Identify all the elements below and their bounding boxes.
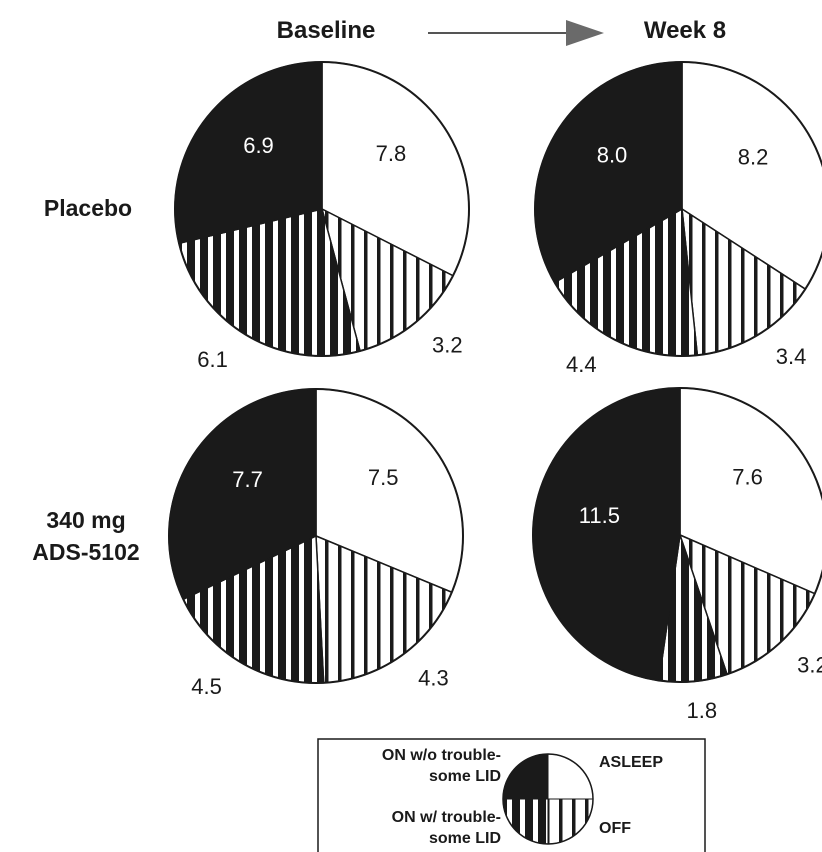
- pie-placebo-baseline: 7.8 3.2 6.1 6.9: [174, 61, 470, 372]
- pie-ads5102-week8-label-on-with-lid: 1.8: [687, 698, 718, 723]
- row-label-drug-line1: 340 mg: [46, 507, 125, 533]
- pie-ads5102-baseline-label-on-with-lid: 4.5: [191, 674, 222, 699]
- pie-ads5102-week8-label-asleep: 7.6: [732, 465, 763, 490]
- legend-pie-outline: [502, 753, 594, 845]
- pie-placebo-baseline-label-on-with-lid: 6.1: [197, 347, 228, 372]
- pie-ads5102-week8-outline: [532, 387, 822, 683]
- pies-group: 7.8 3.2 6.1 6.9 8.2 3.4 4.4 8.0 7.5 4.3 4.5 7.7 7.6 3…: [168, 61, 822, 723]
- legend-label-on-without-lid-line1: ON w/o trouble-: [382, 747, 501, 764]
- legend-label-on-with-lid-line1: ON w/ trouble-: [392, 809, 501, 826]
- pie-placebo-week8: 8.2 3.4 4.4 8.0: [534, 61, 822, 377]
- pie-ads5102-week8-slice-on-without-lid: [532, 387, 681, 682]
- pie-placebo-week8-label-asleep: 8.2: [738, 144, 769, 169]
- row-label-placebo: Placebo: [44, 195, 132, 221]
- pie-placebo-week8-label-on-without-lid: 8.0: [597, 143, 628, 168]
- pie-ads5102-baseline-label-off: 4.3: [418, 666, 449, 691]
- row-label-drug-line2: ADS-5102: [32, 539, 139, 565]
- arrow-icon: [428, 20, 604, 46]
- pie-placebo-baseline-label-on-without-lid: 6.9: [243, 133, 274, 158]
- legend-label-asleep: ASLEEP: [599, 754, 663, 771]
- legend-pie-icon: [502, 753, 594, 845]
- pie-placebo-baseline-label-off: 3.2: [432, 333, 463, 358]
- pie-placebo-week8-label-on-with-lid: 4.4: [566, 352, 597, 377]
- pie-ads5102-baseline-label-asleep: 7.5: [368, 465, 399, 490]
- legend-label-on-with-lid-line2: some LID: [429, 830, 501, 847]
- pie-ads5102-baseline-label-on-without-lid: 7.7: [232, 467, 263, 492]
- column-header-baseline: Baseline: [277, 17, 376, 44]
- pie-placebo-baseline-label-asleep: 7.8: [376, 141, 407, 166]
- pie-placebo-week8-outline: [534, 61, 822, 357]
- legend: ON w/o trouble- some LID ON w/ trouble- …: [317, 738, 706, 852]
- pie-placebo-baseline-outline: [174, 61, 470, 357]
- column-header-week8: Week 8: [644, 17, 726, 44]
- pie-ads5102-baseline-outline: [168, 388, 464, 684]
- legend-label-off: OFF: [599, 820, 631, 837]
- pie-ads5102-week8-label-off: 3.2: [797, 653, 822, 678]
- pie-placebo-week8-label-off: 3.4: [776, 344, 807, 369]
- pie-ads5102-week8-label-on-without-lid: 11.5: [579, 503, 620, 528]
- pie-ads5102-baseline: 7.5 4.3 4.5 7.7: [168, 388, 464, 699]
- legend-label-on-without-lid-line2: some LID: [429, 768, 501, 785]
- pie-ads5102-week8: 7.6 3.2 1.8 11.5: [532, 387, 822, 723]
